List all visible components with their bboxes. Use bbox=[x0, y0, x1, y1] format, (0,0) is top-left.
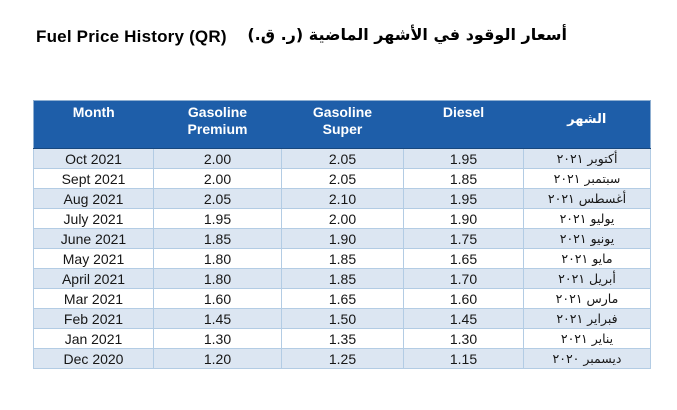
gasoline-super-cell: 1.85 bbox=[281, 248, 404, 269]
arabic-month-cell: أغسطس ٢٠٢١ bbox=[523, 188, 651, 209]
month-cell: Jan 2021 bbox=[33, 328, 154, 349]
gasoline-super-cell: 2.05 bbox=[281, 168, 404, 189]
diesel-cell: 1.75 bbox=[403, 228, 524, 249]
gasoline-premium-cell: 1.20 bbox=[153, 348, 282, 369]
diesel-cell: 1.65 bbox=[403, 248, 524, 269]
table-row: April 2021 1.80 1.85 1.70 أبريل ٢٠٢١ bbox=[33, 268, 651, 289]
gasoline-premium-column-header: Gasoline Premium bbox=[153, 100, 282, 149]
gasoline-super-cell: 1.25 bbox=[281, 348, 404, 369]
month-cell: Sept 2021 bbox=[33, 168, 154, 189]
arabic-month-cell: فبراير ٢٠٢١ bbox=[523, 308, 651, 329]
arabic-month-cell: يونيو ٢٠٢١ bbox=[523, 228, 651, 249]
gasoline-super-cell: 1.35 bbox=[281, 328, 404, 349]
gasoline-super-cell: 1.65 bbox=[281, 288, 404, 309]
page-title-arabic: أسعار الوقود في الأشهر الماضية (ر. ق.) bbox=[247, 25, 567, 44]
diesel-cell: 1.60 bbox=[403, 288, 524, 309]
arabic-month-cell: مارس ٢٠٢١ bbox=[523, 288, 651, 309]
diesel-column-header: Diesel bbox=[403, 100, 524, 149]
diesel-cell: 1.45 bbox=[403, 308, 524, 329]
table-row: Sept 2021 2.00 2.05 1.85 سبتمبر ٢٠٢١ bbox=[33, 168, 651, 189]
page-title-english: Fuel Price History (QR) bbox=[36, 27, 227, 46]
gasoline-premium-cell: 1.85 bbox=[153, 228, 282, 249]
table-row: Jan 2021 1.30 1.35 1.30 يناير ٢٠٢١ bbox=[33, 328, 651, 349]
arabic-month-cell: يناير ٢٠٢١ bbox=[523, 328, 651, 349]
gasoline-super-cell: 1.90 bbox=[281, 228, 404, 249]
gasoline-premium-cell: 2.00 bbox=[153, 148, 282, 169]
diesel-cell: 1.95 bbox=[403, 188, 524, 209]
table-row: July 2021 1.95 2.00 1.90 يوليو ٢٠٢١ bbox=[33, 208, 651, 229]
table-row: Mar 2021 1.60 1.65 1.60 مارس ٢٠٢١ bbox=[33, 288, 651, 309]
gasoline-premium-cell: 1.45 bbox=[153, 308, 282, 329]
month-cell: July 2021 bbox=[33, 208, 154, 229]
gasoline-premium-cell: 2.00 bbox=[153, 168, 282, 189]
gasoline-super-cell: 1.50 bbox=[281, 308, 404, 329]
arabic-month-cell: مايو ٢٠٢١ bbox=[523, 248, 651, 269]
gasoline-super-cell: 1.85 bbox=[281, 268, 404, 289]
month-cell: May 2021 bbox=[33, 248, 154, 269]
gasoline-premium-cell: 1.60 bbox=[153, 288, 282, 309]
gasoline-premium-cell: 1.30 bbox=[153, 328, 282, 349]
diesel-cell: 1.95 bbox=[403, 148, 524, 169]
table-header-row: Month Gasoline Premium Gasoline Super Di… bbox=[33, 100, 651, 149]
month-cell: Mar 2021 bbox=[33, 288, 154, 309]
gasoline-super-cell: 2.05 bbox=[281, 148, 404, 169]
diesel-cell: 1.85 bbox=[403, 168, 524, 189]
table-row: Feb 2021 1.45 1.50 1.45 فبراير ٢٠٢١ bbox=[33, 308, 651, 329]
arabic-month-cell: أبريل ٢٠٢١ bbox=[523, 268, 651, 289]
arabic-month-column-header: الشهر bbox=[523, 100, 651, 149]
month-cell: Feb 2021 bbox=[33, 308, 154, 329]
gasoline-premium-cell: 2.05 bbox=[153, 188, 282, 209]
fuel-price-table: Month Gasoline Premium Gasoline Super Di… bbox=[33, 100, 651, 369]
arabic-month-cell: أكتوبر ٢٠٢١ bbox=[523, 148, 651, 169]
diesel-cell: 1.15 bbox=[403, 348, 524, 369]
month-cell: June 2021 bbox=[33, 228, 154, 249]
table-row: Dec 2020 1.20 1.25 1.15 ديسمبر ٢٠٢٠ bbox=[33, 348, 651, 369]
table-row: Oct 2021 2.00 2.05 1.95 أكتوبر ٢٠٢١ bbox=[33, 148, 651, 169]
gasoline-premium-cell: 1.95 bbox=[153, 208, 282, 229]
gasoline-super-cell: 2.00 bbox=[281, 208, 404, 229]
diesel-cell: 1.30 bbox=[403, 328, 524, 349]
table-row: June 2021 1.85 1.90 1.75 يونيو ٢٠٢١ bbox=[33, 228, 651, 249]
gasoline-premium-cell: 1.80 bbox=[153, 248, 282, 269]
table-row: Aug 2021 2.05 2.10 1.95 أغسطس ٢٠٢١ bbox=[33, 188, 651, 209]
month-cell: Oct 2021 bbox=[33, 148, 154, 169]
gasoline-super-column-header: Gasoline Super bbox=[281, 100, 404, 149]
gasoline-super-cell: 2.10 bbox=[281, 188, 404, 209]
month-cell: Dec 2020 bbox=[33, 348, 154, 369]
arabic-month-cell: يوليو ٢٠٢١ bbox=[523, 208, 651, 229]
month-cell: April 2021 bbox=[33, 268, 154, 289]
month-column-header: Month bbox=[33, 100, 154, 149]
table-body: Oct 2021 2.00 2.05 1.95 أكتوبر ٢٠٢١ Sept 2021… bbox=[33, 148, 651, 369]
month-cell: Aug 2021 bbox=[33, 188, 154, 209]
table-row: May 2021 1.80 1.85 1.65 مايو ٢٠٢١ bbox=[33, 248, 651, 269]
diesel-cell: 1.70 bbox=[403, 268, 524, 289]
arabic-month-cell: سبتمبر ٢٠٢١ bbox=[523, 168, 651, 189]
arabic-month-cell: ديسمبر ٢٠٢٠ bbox=[523, 348, 651, 369]
gasoline-premium-cell: 1.80 bbox=[153, 268, 282, 289]
diesel-cell: 1.90 bbox=[403, 208, 524, 229]
